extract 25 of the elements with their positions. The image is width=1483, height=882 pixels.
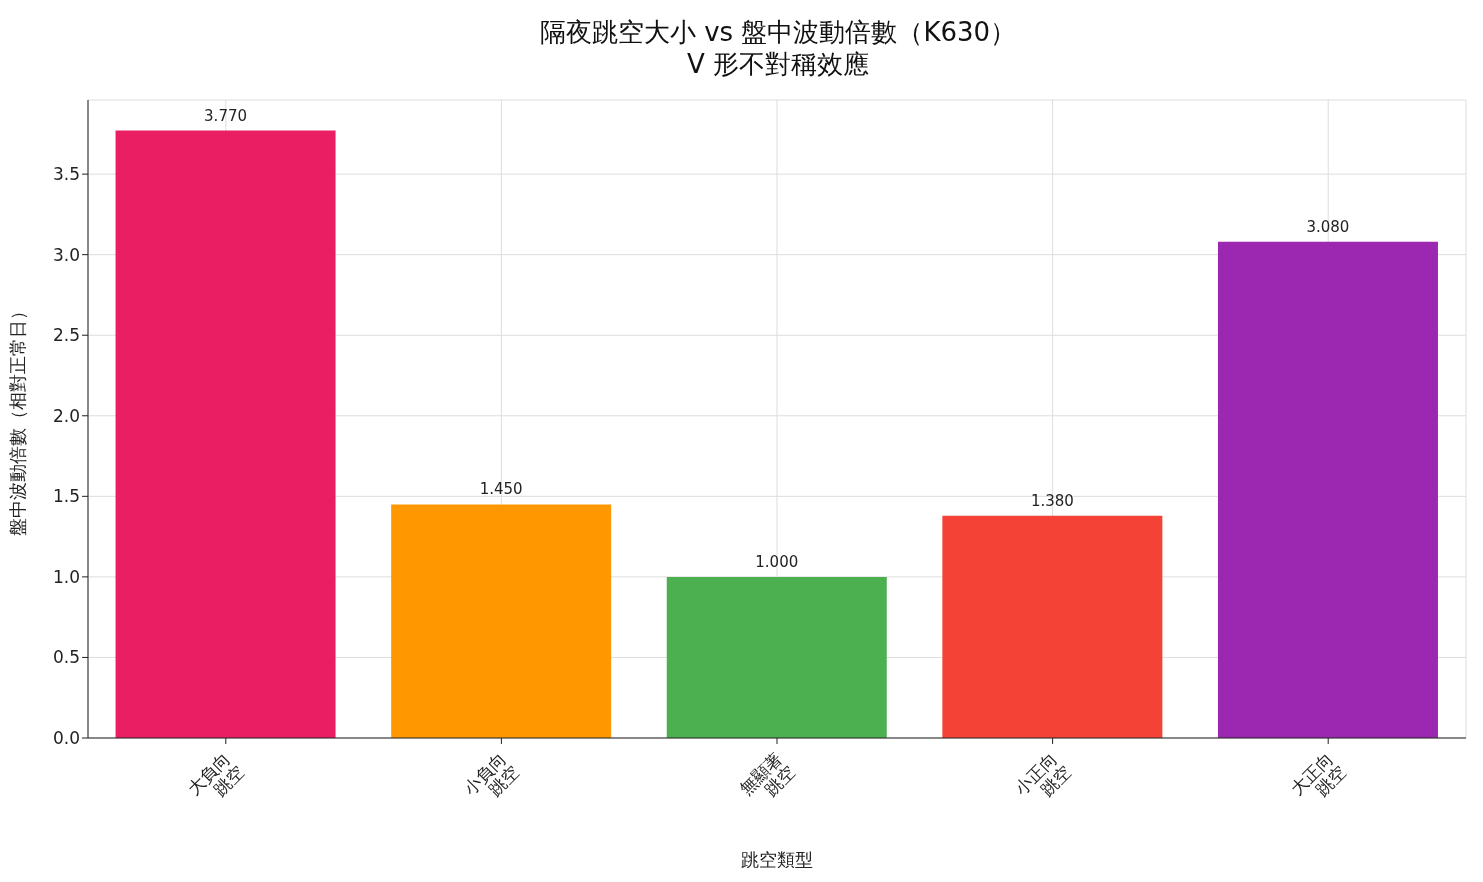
x-tick-label: 無顯著 跳空 bbox=[735, 748, 799, 800]
y-tick-label: 0.0 bbox=[52, 728, 80, 749]
y-tick-label: 2.5 bbox=[52, 325, 80, 346]
x-tick-label: 小負向 跳空 bbox=[459, 748, 524, 800]
y-tick-label: 3.5 bbox=[52, 164, 80, 185]
data-label: 1.380 bbox=[1030, 491, 1074, 510]
y-tick-label: 3.0 bbox=[52, 244, 80, 265]
y-tick-label: 0.5 bbox=[52, 647, 80, 668]
chart-title: 隔夜跳空大小 vs 盤中波動倍數（K630） V 形不對稱效應 bbox=[538, 16, 1018, 80]
y-tick-label: 1.5 bbox=[52, 486, 80, 507]
bar bbox=[115, 130, 336, 738]
data-label: 3.770 bbox=[204, 106, 248, 125]
data-label: 1.000 bbox=[755, 552, 799, 571]
x-tick-label: 小正向 跳空 bbox=[1010, 748, 1075, 800]
y-tick-label: 1.0 bbox=[52, 566, 80, 587]
data-label: 3.080 bbox=[1306, 217, 1350, 236]
bar bbox=[666, 576, 887, 738]
x-tick-label: 大正向 跳空 bbox=[1286, 748, 1351, 800]
y-axis-title: 盤中波動倍數（相對正常日） bbox=[7, 302, 29, 536]
data-label: 1.450 bbox=[479, 480, 523, 499]
x-tick-label: 大負向 跳空 bbox=[184, 748, 248, 800]
bar bbox=[1217, 241, 1438, 738]
bar bbox=[391, 504, 612, 738]
y-tick-label: 2.0 bbox=[52, 405, 80, 426]
bar bbox=[942, 515, 1163, 738]
